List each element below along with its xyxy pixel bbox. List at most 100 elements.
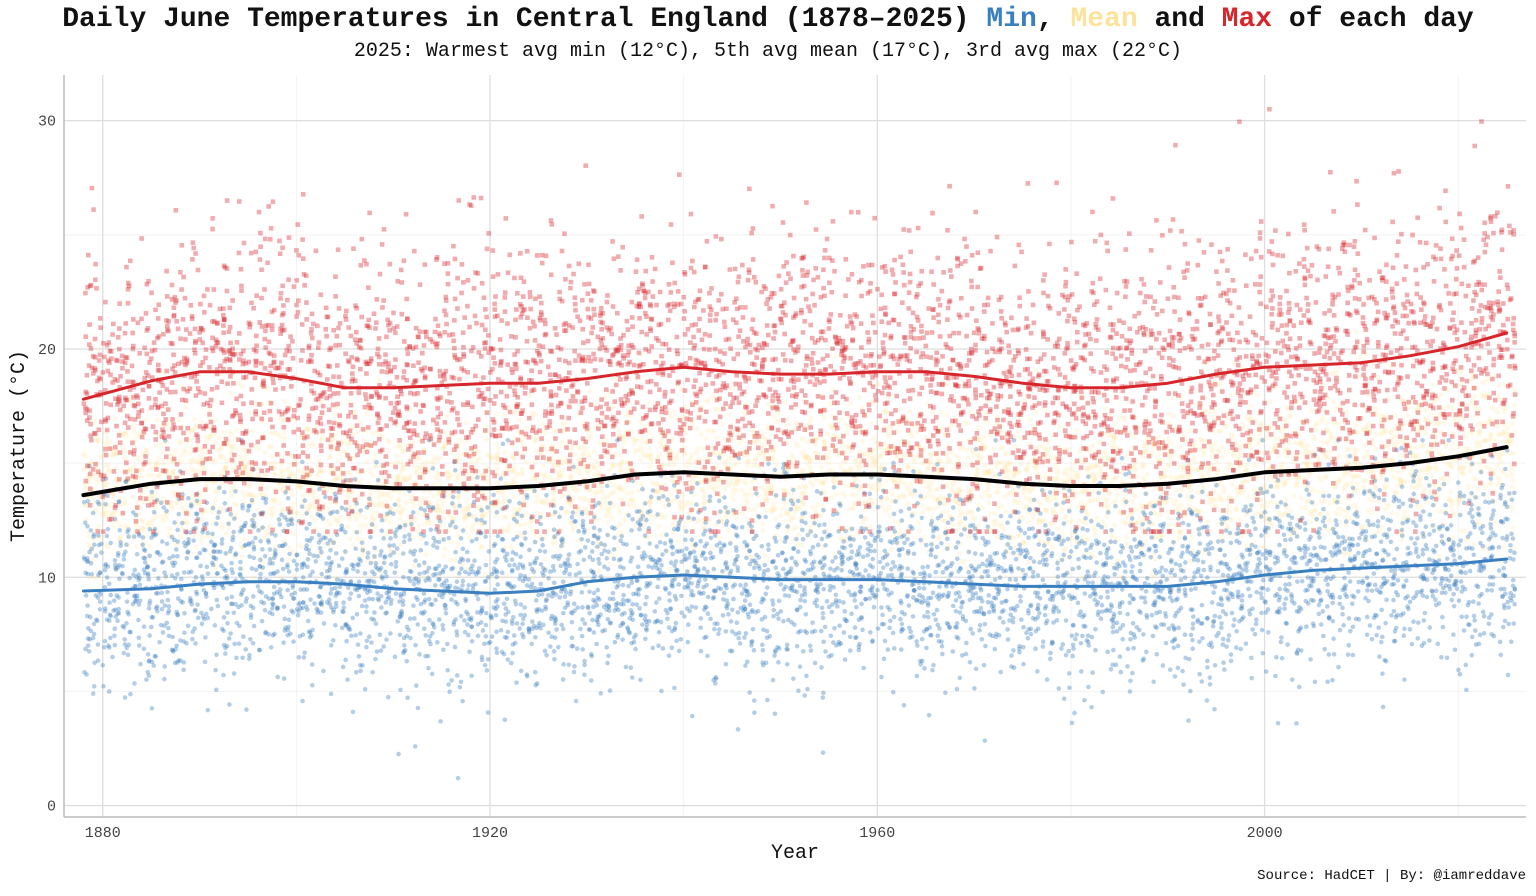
mean-point: [671, 462, 677, 468]
mean-point: [822, 438, 828, 444]
mean-point: [999, 428, 1005, 435]
mean-point: [1016, 533, 1022, 539]
min-point: [110, 654, 115, 660]
mean-point: [168, 451, 174, 457]
mean-point: [403, 475, 410, 481]
mean-point: [1131, 434, 1137, 440]
mean-point: [734, 514, 740, 520]
mean-point: [999, 444, 1005, 450]
min-point: [154, 604, 160, 610]
mean-point: [1459, 528, 1465, 534]
mean-point: [731, 486, 737, 492]
mean-point: [198, 534, 204, 540]
mean-point: [688, 461, 694, 467]
min-point: [149, 614, 155, 620]
mean-point: [656, 524, 662, 530]
mean-point: [596, 516, 602, 522]
mean-point: [898, 406, 904, 413]
mean-point: [333, 431, 339, 437]
min-point: [159, 539, 165, 544]
mean-point: [81, 466, 87, 472]
mean-point: [976, 425, 982, 431]
mean-point: [105, 462, 112, 469]
min-point: [226, 636, 232, 641]
mean-point: [113, 451, 120, 457]
mean-point: [335, 457, 341, 464]
mean-point: [875, 381, 881, 387]
mean-point: [449, 472, 455, 478]
mean-point: [468, 459, 474, 465]
mean-point: [444, 470, 450, 476]
min-point: [194, 589, 199, 595]
mean-point: [198, 454, 204, 460]
mean-point: [789, 452, 795, 458]
mean-point: [440, 501, 446, 508]
mean-point: [412, 469, 418, 475]
mean-point: [101, 452, 107, 458]
mean-point: [1061, 515, 1068, 521]
min-point: [115, 618, 120, 624]
mean-point: [1447, 461, 1453, 467]
mean-point: [952, 452, 958, 459]
min-point: [112, 558, 118, 563]
mean-point: [760, 442, 766, 448]
min-point: [127, 629, 133, 635]
mean-point: [417, 501, 423, 507]
mean-point: [611, 502, 618, 509]
mean-point: [662, 514, 669, 520]
mean-point: [1215, 467, 1222, 473]
min-point: [221, 615, 227, 620]
min-point: [93, 593, 99, 598]
min-point: [214, 652, 219, 658]
mean-point: [555, 469, 561, 475]
mean-point: [1477, 443, 1483, 449]
mean-point: [82, 481, 88, 487]
min-point: [226, 521, 232, 526]
min-point: [248, 612, 254, 618]
mean-point: [127, 467, 133, 473]
mean-point: [1315, 489, 1321, 495]
mean-point: [653, 533, 659, 539]
min-point: [99, 550, 104, 555]
mean-point: [1262, 483, 1269, 489]
mean-point: [245, 483, 252, 489]
mean-point: [1371, 498, 1377, 504]
mean-point: [94, 480, 100, 486]
mean-point: [1366, 421, 1372, 427]
mean-point: [182, 405, 189, 411]
min-point: [158, 500, 164, 506]
mean-point: [396, 489, 402, 495]
mean-point: [1508, 437, 1515, 443]
mean-point: [1324, 419, 1330, 426]
mean-point: [1423, 430, 1429, 436]
mean-point: [867, 464, 873, 470]
mean-point: [424, 459, 430, 465]
mean-point: [296, 542, 302, 548]
mean-point: [1069, 465, 1076, 472]
mean-point: [193, 545, 199, 551]
mean-point: [1510, 421, 1516, 427]
min-point: [239, 590, 245, 595]
mean-point: [565, 509, 571, 515]
min-point: [117, 527, 123, 533]
mean-point: [582, 446, 588, 452]
mean-point: [203, 508, 209, 514]
min-point: [192, 608, 198, 614]
mean-point: [495, 445, 501, 451]
mean-point: [611, 489, 617, 495]
mean-point: [1420, 443, 1426, 449]
mean-point: [1102, 449, 1108, 455]
mean-point: [522, 521, 528, 527]
min-point: [141, 646, 147, 652]
min-point: [209, 560, 215, 566]
min-point: [94, 617, 99, 622]
mean-point: [842, 493, 848, 499]
mean-point: [372, 502, 379, 508]
mean-point: [727, 411, 733, 417]
min-point: [248, 603, 254, 609]
mean-point: [700, 486, 706, 493]
mean-point: [112, 415, 118, 422]
min-point: [136, 617, 141, 623]
mean-point: [502, 449, 508, 456]
min-point: [145, 652, 151, 657]
